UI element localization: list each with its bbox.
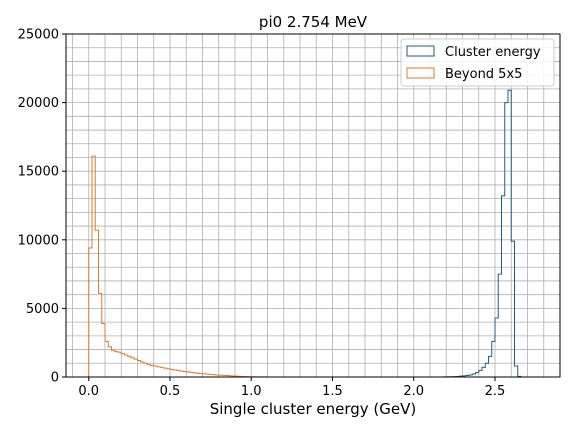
x-tick-label: 2.5 <box>485 384 506 399</box>
legend-box <box>400 38 555 87</box>
legend-label-beyond-5x5: Beyond 5x5 <box>445 67 522 82</box>
axis-ticks: 0.0 0.5 1.0 1.5 2.0 2.5 0 5000 10000 15000 20000 25… <box>18 28 506 400</box>
y-tick-label: 5000 <box>26 302 59 317</box>
y-tick-label: 10000 <box>18 233 59 248</box>
x-tick-label: 1.0 <box>241 384 262 399</box>
legend-label-cluster-energy: Cluster energy <box>445 45 541 60</box>
x-tick-label: 0.5 <box>160 384 181 399</box>
y-tick-label: 15000 <box>18 165 59 180</box>
y-tick-label: 20000 <box>18 96 59 111</box>
legend: Cluster energy Beyond 5x5 <box>400 38 555 87</box>
legend-swatch-beyond-5x5 <box>406 67 435 79</box>
x-tick-label: 0.0 <box>78 384 99 399</box>
y-tick-label: 0 <box>51 371 59 386</box>
grid-lines <box>66 34 560 377</box>
x-tick-label: 1.5 <box>322 384 343 399</box>
x-tick-label: 2.0 <box>403 384 424 399</box>
chart-title: pi0 2.754 MeV <box>259 13 368 31</box>
y-tick-label: 25000 <box>18 28 59 43</box>
plot-frame <box>65 33 561 378</box>
x-axis-title: Single cluster energy (GeV) <box>210 400 417 418</box>
legend-swatch-cluster-energy <box>406 45 435 57</box>
